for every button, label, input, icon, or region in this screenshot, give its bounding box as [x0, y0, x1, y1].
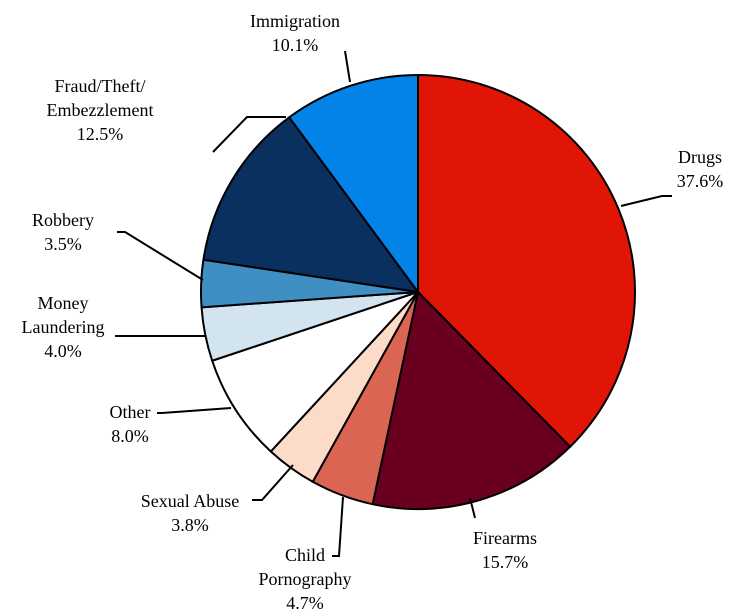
- slice-label-drugs: Drugs 37.6%: [677, 147, 724, 191]
- slice-value-drugs: 37.6%: [677, 171, 724, 191]
- slice-value-fraud-theft-embezzlement: 12.5%: [77, 124, 124, 144]
- slice-name-drugs: Drugs: [678, 147, 722, 167]
- slice-name-child-pornography: Child: [285, 545, 325, 565]
- slice-value-child-pornography: 4.7%: [286, 593, 324, 613]
- slice-name-fraud-theft-embezzlement: Fraud/Theft/: [55, 76, 146, 96]
- slice-name-other: Other: [110, 402, 151, 422]
- slice-label-robbery: Robbery 3.5%: [32, 210, 94, 254]
- slice-name-money-laundering: Laundering: [22, 317, 105, 337]
- leader-line-immigration: [344, 50, 351, 83]
- slice-value-firearms: 15.7%: [482, 552, 529, 572]
- slice-name-child-pornography: Pornography: [259, 569, 352, 589]
- slice-value-robbery: 3.5%: [44, 234, 82, 254]
- slice-label-other: Other 8.0%: [110, 402, 151, 446]
- slice-label-fraud-theft-embezzlement: Fraud/Theft/Embezzlement 12.5%: [47, 76, 154, 144]
- leader-line-firearms: [469, 497, 476, 519]
- slice-labels: Drugs 37.6% Firearms 15.7% Child Pornography 4…: [22, 11, 724, 613]
- slice-label-sexual-abuse: Sexual Abuse 3.8%: [141, 491, 240, 535]
- pie-slices: [200, 73, 636, 510]
- pie-slice-fraud-theft-embezzlement: [202, 115, 421, 294]
- slice-name-sexual-abuse: Sexual Abuse: [141, 491, 240, 511]
- slice-value-other: 8.0%: [111, 426, 149, 446]
- leader-line-other: [157, 407, 232, 414]
- slice-label-money-laundering: Money Laundering 4.0%: [22, 293, 105, 361]
- leader-line-drugs: [620, 195, 672, 207]
- slice-label-firearms: Firearms 15.7%: [473, 528, 537, 572]
- pie-slice-immigration: [287, 73, 419, 296]
- slice-name-immigration: Immigration: [250, 11, 340, 31]
- leader-line-child-pornography: [332, 496, 344, 557]
- pie-slice-other: [210, 291, 419, 453]
- slice-name-fraud-theft-embezzlement: Embezzlement: [47, 100, 154, 120]
- slice-value-sexual-abuse: 3.8%: [171, 515, 209, 535]
- slice-label-immigration: Immigration 10.1%: [250, 11, 340, 55]
- slice-value-immigration: 10.1%: [272, 35, 319, 55]
- slice-name-robbery: Robbery: [32, 210, 94, 230]
- slice-label-child-pornography: Child Pornography 4.7%: [259, 545, 352, 613]
- pie-slice-firearms: [371, 289, 572, 510]
- slice-name-firearms: Firearms: [473, 528, 537, 548]
- leader-lines: [115, 50, 672, 557]
- slice-name-money-laundering: Money: [38, 293, 89, 313]
- leader-line-sexual-abuse: [252, 464, 294, 501]
- slice-value-money-laundering: 4.0%: [44, 341, 82, 361]
- leader-line-robbery: [117, 231, 204, 281]
- pie-slice-drugs: [417, 73, 636, 449]
- leader-line-fraud-theft-embezzlement: [212, 116, 286, 153]
